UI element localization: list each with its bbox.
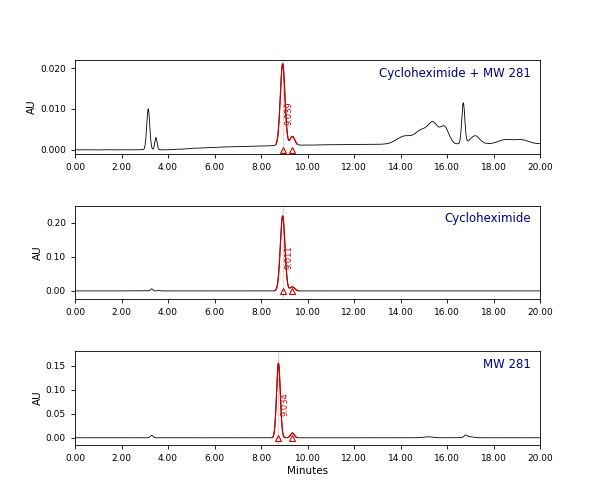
Text: MW 281: MW 281: [483, 358, 531, 370]
Text: 9.039: 9.039: [284, 101, 293, 125]
Y-axis label: AU: AU: [33, 245, 43, 260]
Y-axis label: AU: AU: [33, 390, 43, 406]
X-axis label: Minutes: Minutes: [287, 466, 328, 476]
Text: Cycloheximide + MW 281: Cycloheximide + MW 281: [379, 66, 531, 80]
Text: Cycloheximide: Cycloheximide: [444, 212, 531, 225]
Text: 9.011: 9.011: [284, 246, 293, 269]
Text: 9.034: 9.034: [280, 392, 289, 416]
Y-axis label: AU: AU: [28, 100, 37, 114]
